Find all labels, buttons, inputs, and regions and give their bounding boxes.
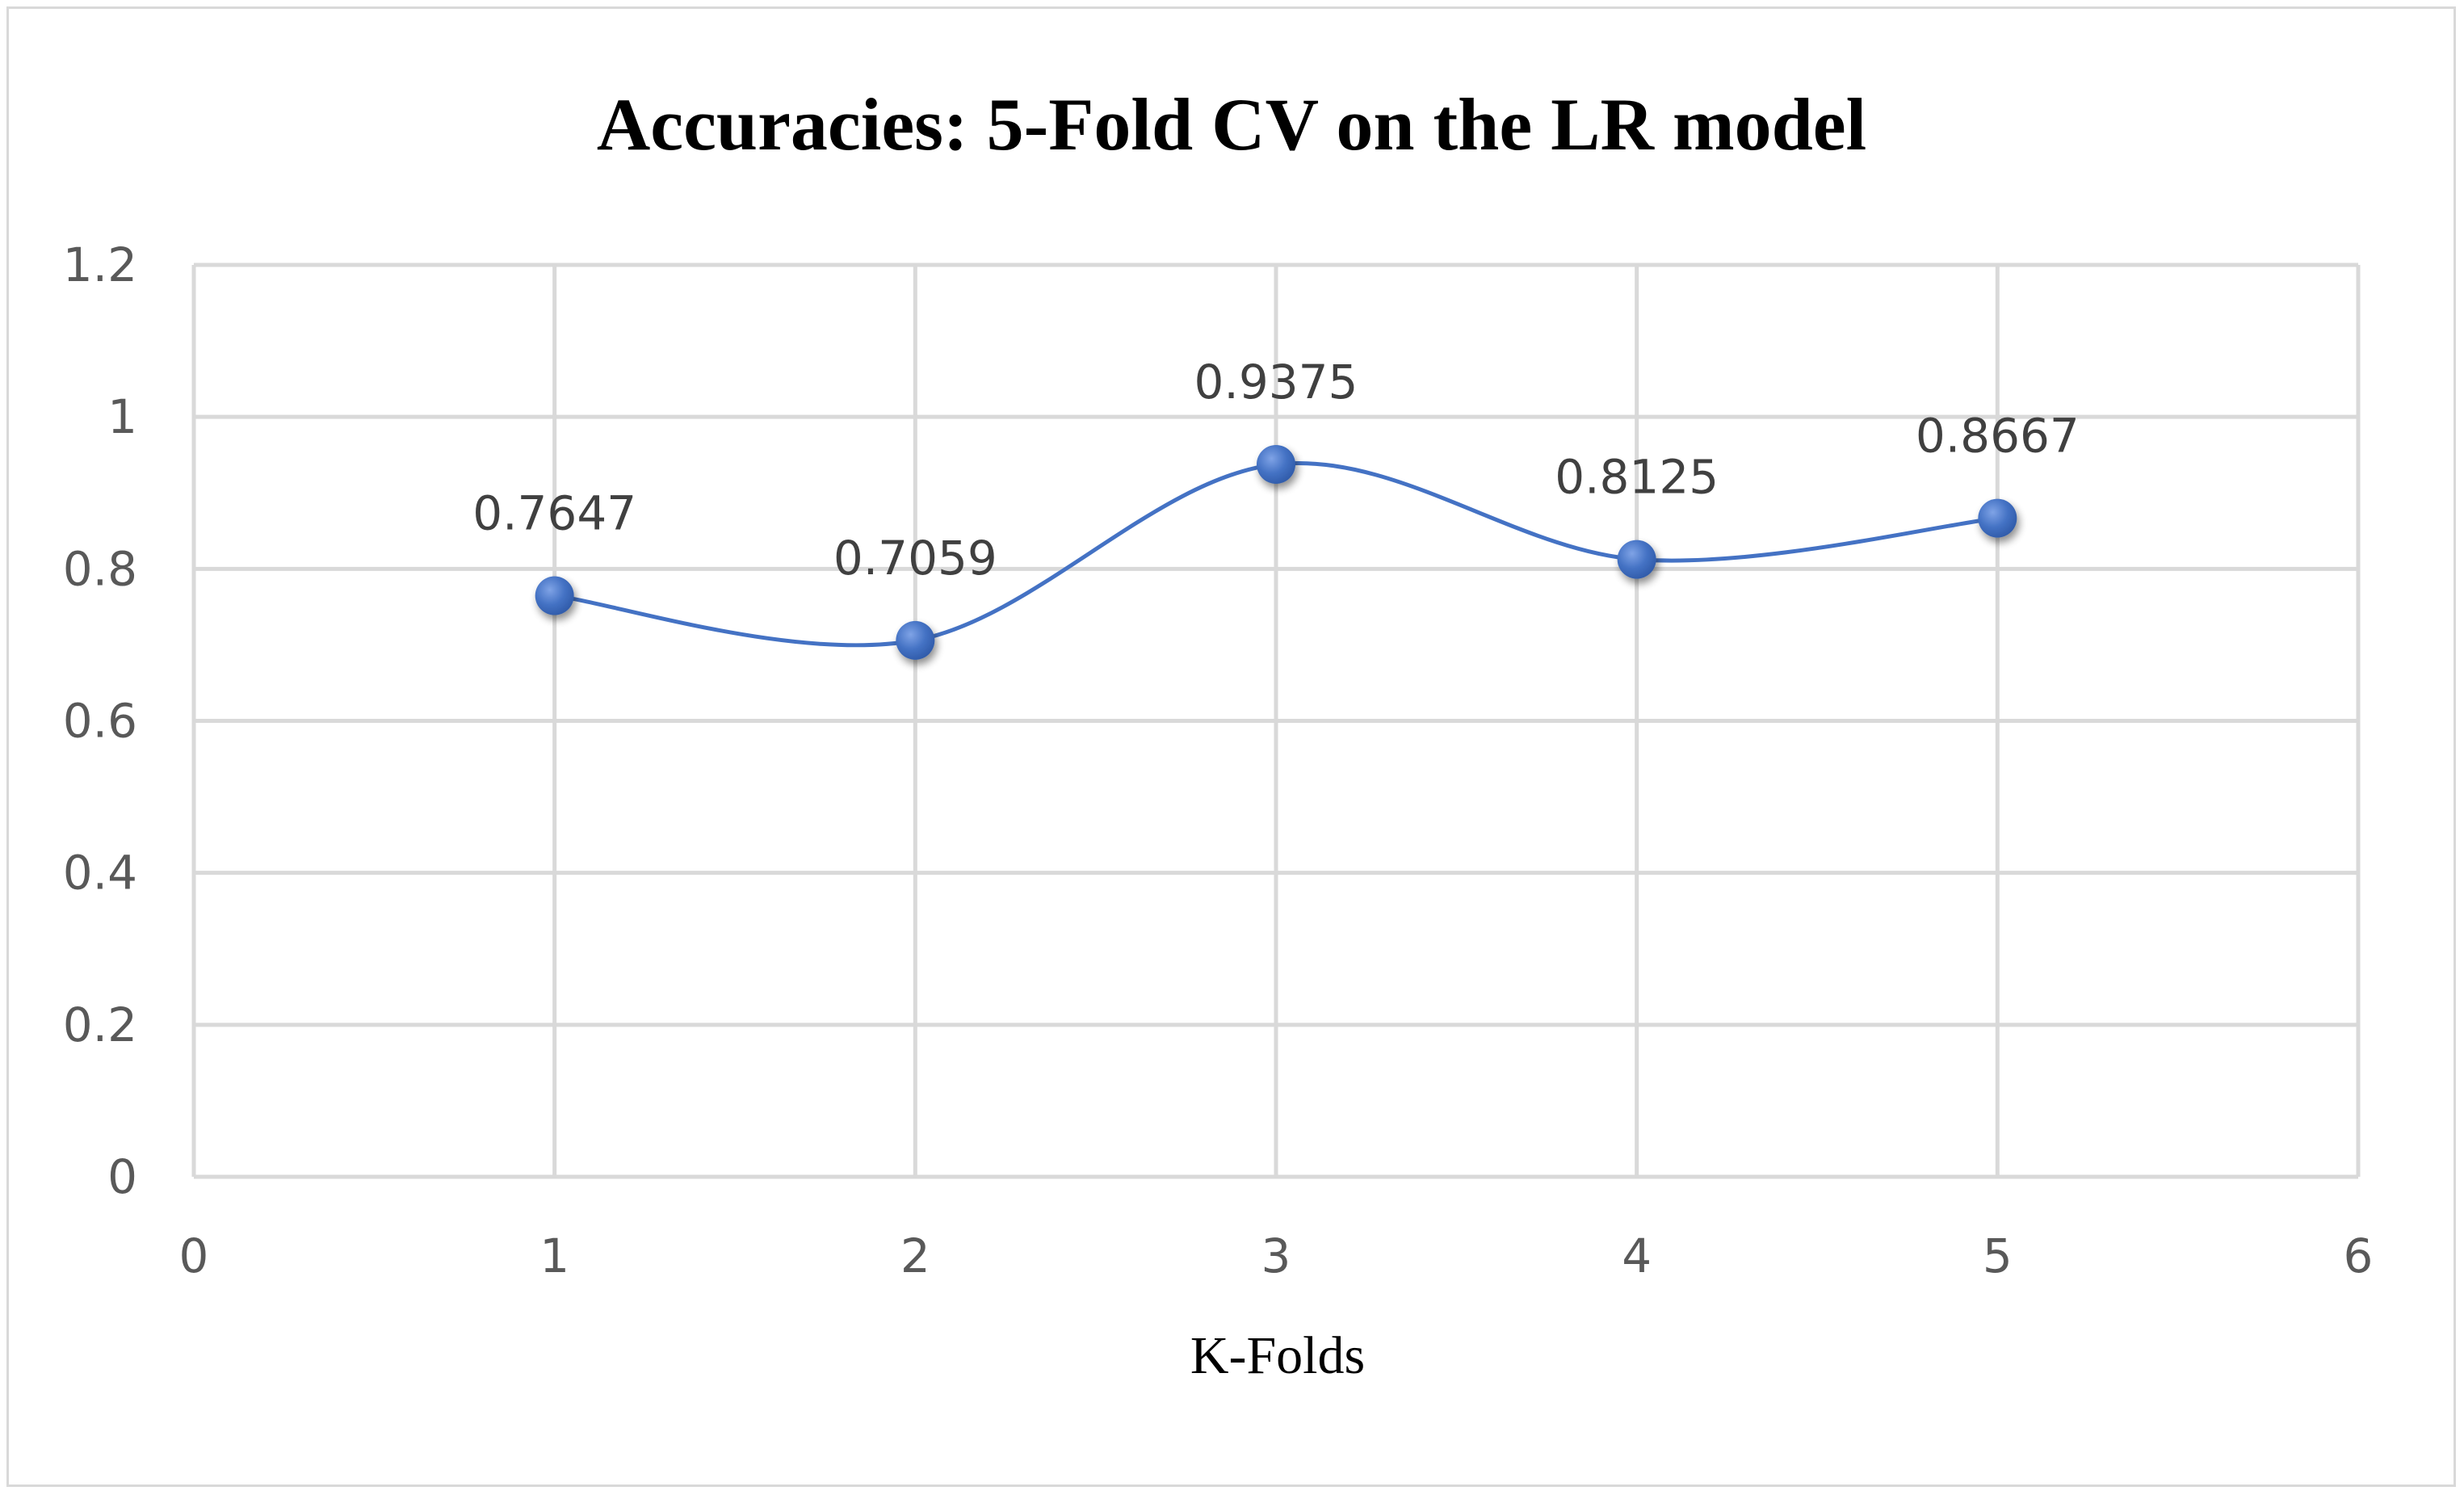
data-label: 0.8667 bbox=[1916, 409, 2080, 464]
data-markers bbox=[535, 444, 2017, 660]
x-tick-labels: 0 1 2 3 4 5 6 bbox=[179, 1228, 2374, 1283]
y-tick-label: 1 bbox=[107, 389, 137, 444]
data-label: 0.7647 bbox=[472, 486, 636, 541]
y-tick-label: 0 bbox=[107, 1149, 137, 1204]
x-axis-label: K-Folds bbox=[1190, 1326, 1365, 1385]
data-labels: 0.7647 0.7059 0.9375 0.8125 0.8667 bbox=[472, 355, 2080, 586]
x-tick-label: 5 bbox=[1983, 1228, 2013, 1283]
data-label: 0.7059 bbox=[833, 531, 997, 586]
y-tick-labels: 0 0.2 0.4 0.6 0.8 1 1.2 bbox=[63, 237, 137, 1204]
x-tick-label: 3 bbox=[1261, 1228, 1291, 1283]
chart-title: Accuracies: 5-Fold CV on the LR model bbox=[597, 83, 1866, 166]
x-tick-label: 2 bbox=[900, 1228, 930, 1283]
data-point-marker bbox=[1617, 540, 1656, 579]
data-label: 0.8125 bbox=[1555, 450, 1719, 505]
x-tick-label: 4 bbox=[1622, 1228, 1652, 1283]
data-point-marker bbox=[896, 620, 935, 660]
x-tick-label: 6 bbox=[2344, 1228, 2374, 1283]
data-point-marker bbox=[535, 576, 574, 615]
data-point-marker bbox=[1978, 498, 2017, 538]
y-tick-label: 0.6 bbox=[63, 694, 137, 749]
y-tick-label: 0.8 bbox=[63, 541, 137, 596]
data-point-marker bbox=[1257, 444, 1295, 484]
y-tick-label: 0.4 bbox=[63, 846, 137, 901]
chart-frame bbox=[6, 6, 2456, 1487]
y-tick-label: 1.2 bbox=[63, 237, 137, 292]
y-tick-label: 0.2 bbox=[63, 997, 137, 1052]
data-label: 0.9375 bbox=[1194, 355, 1358, 409]
x-tick-label: 0 bbox=[179, 1228, 209, 1283]
x-tick-label: 1 bbox=[539, 1228, 569, 1283]
x-gridlines bbox=[191, 265, 2361, 1177]
